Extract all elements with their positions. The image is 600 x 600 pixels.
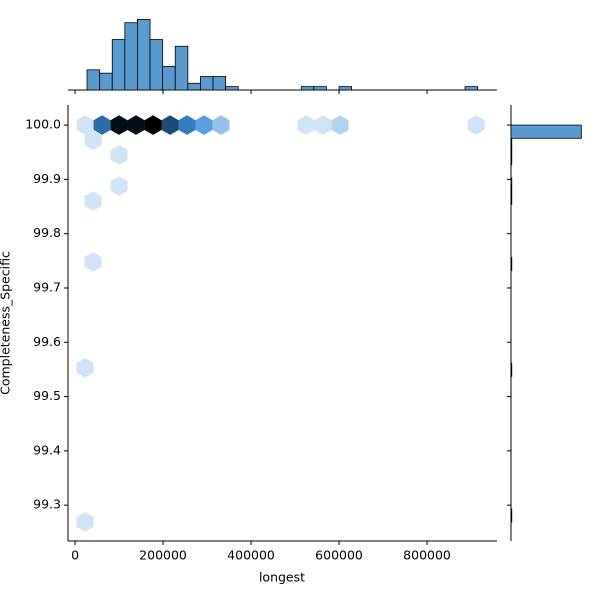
hexbin bbox=[178, 115, 196, 135]
histogram-bar bbox=[200, 76, 214, 91]
y-tick-label: 99.8 bbox=[33, 225, 61, 240]
hexbin bbox=[76, 512, 94, 532]
histogram-bar bbox=[212, 76, 227, 91]
x-tick-label: 800000 bbox=[403, 548, 451, 563]
hexbin bbox=[110, 145, 128, 165]
hexbin bbox=[110, 115, 128, 135]
x-tick-label: 200000 bbox=[139, 548, 187, 563]
y-tick-label: 99.4 bbox=[33, 442, 61, 457]
hexbin bbox=[84, 252, 102, 272]
histogram-bar bbox=[510, 124, 582, 139]
hexbin bbox=[144, 115, 162, 135]
hexbin bbox=[314, 115, 332, 135]
hexbin bbox=[84, 130, 102, 151]
x-tick-label: 400000 bbox=[227, 548, 275, 563]
histogram-bar bbox=[300, 86, 315, 91]
hexbin bbox=[76, 357, 94, 378]
histogram-bar bbox=[149, 39, 164, 91]
hexbin bbox=[297, 115, 315, 135]
hexbin bbox=[110, 176, 128, 196]
histogram-bar bbox=[137, 18, 151, 91]
histogram-bar bbox=[162, 66, 176, 91]
histogram-bar bbox=[124, 22, 138, 91]
y-tick-label: 99.5 bbox=[33, 388, 61, 403]
y-tick-label: 99.6 bbox=[33, 334, 61, 349]
y-tick-label: 99.7 bbox=[33, 279, 61, 294]
histogram-bar bbox=[225, 86, 239, 91]
histogram-bar bbox=[510, 256, 513, 272]
x-tick-label: 600000 bbox=[315, 548, 363, 563]
hexbin bbox=[161, 115, 179, 135]
histogram-bar bbox=[86, 69, 101, 91]
histogram-bar bbox=[174, 45, 189, 91]
hexbin bbox=[467, 115, 485, 135]
histogram-bar bbox=[510, 151, 513, 166]
y-tick-label: 99.3 bbox=[33, 497, 61, 512]
y-tick-label: 99.9 bbox=[33, 171, 61, 186]
hexbin bbox=[212, 115, 230, 135]
hexbin bbox=[195, 115, 213, 135]
x-tick-label: 0 bbox=[71, 548, 79, 563]
histogram-bar bbox=[111, 39, 126, 91]
histogram-bar bbox=[338, 86, 353, 91]
histogram-bar bbox=[510, 362, 513, 377]
hexbin bbox=[84, 191, 102, 211]
hexbin bbox=[331, 115, 349, 135]
y-axis-label: Completeness_Specific bbox=[0, 251, 13, 395]
histogram-bar bbox=[510, 508, 513, 523]
histogram-bar bbox=[99, 72, 113, 91]
histogram-bar bbox=[464, 86, 479, 91]
histogram-bar bbox=[510, 177, 513, 192]
histogram-bar bbox=[510, 137, 513, 152]
histogram-bar bbox=[187, 82, 201, 91]
histogram-bar bbox=[313, 86, 327, 91]
y-tick-label: 100.0 bbox=[25, 117, 61, 132]
x-axis-label: longest bbox=[259, 570, 305, 585]
hexbin bbox=[93, 115, 111, 135]
histogram-bar bbox=[510, 190, 513, 205]
hexbin bbox=[76, 115, 94, 135]
hexbin bbox=[127, 115, 145, 135]
